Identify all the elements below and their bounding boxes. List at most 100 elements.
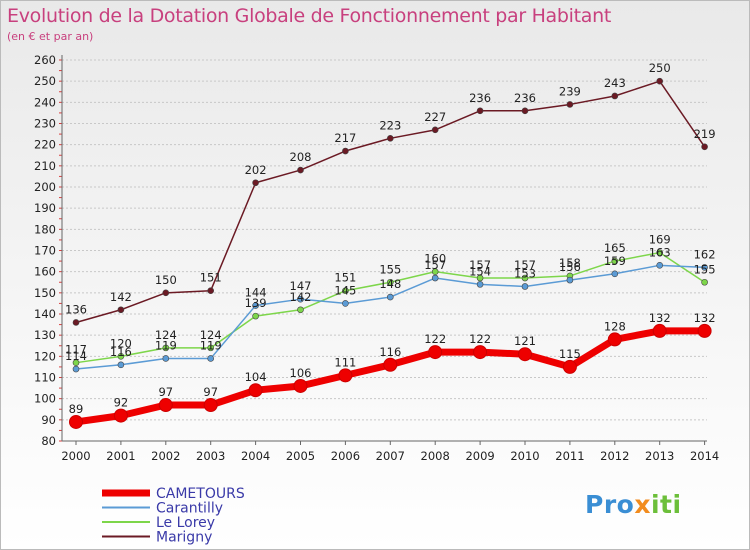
y-tick-label: 220 xyxy=(34,138,56,152)
data-point xyxy=(518,347,532,362)
data-label: 117 xyxy=(65,343,87,357)
x-tick-label: 2014 xyxy=(690,449,719,463)
x-tick-label: 2006 xyxy=(331,449,360,463)
data-point xyxy=(248,383,263,398)
data-point xyxy=(473,345,488,360)
data-label: 250 xyxy=(649,61,671,75)
data-point xyxy=(476,274,484,282)
y-tick-label: 150 xyxy=(34,286,56,300)
y-tick-label: 130 xyxy=(34,328,56,342)
legend-label: Carantilly xyxy=(156,501,223,517)
data-label: 132 xyxy=(649,311,671,325)
data-label: 217 xyxy=(334,131,356,145)
data-point xyxy=(656,249,664,256)
data-point xyxy=(701,264,708,271)
y-tick-label: 230 xyxy=(34,117,56,131)
data-label: 169 xyxy=(649,233,671,247)
data-label: 236 xyxy=(514,91,536,105)
data-point xyxy=(252,312,259,320)
y-tick-label: 260 xyxy=(34,53,56,67)
data-point xyxy=(297,166,304,174)
data-label: 227 xyxy=(424,110,446,124)
data-point xyxy=(476,107,484,115)
data-point xyxy=(158,398,173,413)
data-label: 158 xyxy=(559,256,581,270)
data-label: 92 xyxy=(114,396,129,410)
data-point xyxy=(207,287,214,295)
data-point xyxy=(297,295,304,303)
data-label: 97 xyxy=(203,385,218,399)
chart-subtitle: (en € et par an) xyxy=(7,30,94,43)
data-label: 142 xyxy=(290,290,312,304)
data-point xyxy=(162,344,170,352)
x-tick-label: 2008 xyxy=(421,449,450,463)
data-point xyxy=(611,92,619,100)
data-label: 106 xyxy=(290,366,312,380)
y-tick-label: 140 xyxy=(34,307,56,321)
data-label: 115 xyxy=(559,347,581,361)
data-point xyxy=(383,357,398,372)
data-point xyxy=(562,359,577,374)
data-point xyxy=(701,278,708,286)
data-label: 159 xyxy=(604,254,626,268)
data-point xyxy=(386,293,394,301)
x-tick-label: 2004 xyxy=(241,449,270,463)
data-label: 157 xyxy=(514,258,536,272)
data-label: 136 xyxy=(65,302,87,316)
data-label: 111 xyxy=(334,355,356,369)
data-label: 163 xyxy=(649,245,671,259)
y-tick-label: 110 xyxy=(34,371,56,385)
data-label: 124 xyxy=(200,328,222,342)
data-label: 202 xyxy=(245,163,267,177)
data-point xyxy=(521,107,529,115)
data-label: 151 xyxy=(334,271,356,285)
data-label: 219 xyxy=(694,127,716,141)
data-point xyxy=(521,283,529,290)
logo-part-pro: Pro xyxy=(585,490,635,519)
y-tick-label: 80 xyxy=(41,434,56,448)
data-point xyxy=(162,289,170,297)
data-label: 144 xyxy=(245,286,267,300)
logo-part-x: x xyxy=(634,490,651,519)
x-tick-label: 2010 xyxy=(510,449,539,463)
proxiti-logo: Proxiti xyxy=(585,490,682,519)
y-tick-label: 90 xyxy=(41,413,56,427)
data-label: 155 xyxy=(694,262,716,276)
data-point xyxy=(652,323,667,338)
data-point xyxy=(521,274,529,282)
y-tick-label: 200 xyxy=(34,180,56,194)
data-point xyxy=(342,300,349,307)
legend-label: Le Lorey xyxy=(156,515,215,531)
data-label: 165 xyxy=(604,241,626,255)
data-point xyxy=(431,126,439,134)
data-label: 114 xyxy=(65,349,87,363)
data-point xyxy=(113,408,128,423)
data-point xyxy=(72,319,80,326)
data-label: 128 xyxy=(604,319,626,333)
data-point xyxy=(342,147,349,155)
data-label: 132 xyxy=(694,311,716,325)
data-point xyxy=(701,143,708,151)
data-label: 153 xyxy=(514,266,536,280)
data-point xyxy=(386,278,394,286)
data-label: 119 xyxy=(155,338,177,352)
data-label: 155 xyxy=(379,262,401,276)
legend-label: Marigny xyxy=(156,530,212,546)
data-point xyxy=(162,355,170,362)
data-label: 147 xyxy=(290,279,312,293)
data-point xyxy=(338,368,353,383)
data-label: 124 xyxy=(155,328,177,342)
data-label: 223 xyxy=(379,118,401,132)
data-point xyxy=(697,323,712,338)
x-tick-label: 2003 xyxy=(196,449,225,463)
y-tick-label: 160 xyxy=(34,265,56,279)
data-label: 148 xyxy=(379,277,401,291)
data-point xyxy=(117,306,125,314)
data-label: 243 xyxy=(604,76,626,90)
data-point xyxy=(656,262,664,269)
data-label: 157 xyxy=(469,258,491,272)
data-label: 145 xyxy=(334,283,356,297)
x-tick-label: 2013 xyxy=(645,449,674,463)
data-label: 139 xyxy=(245,296,267,310)
